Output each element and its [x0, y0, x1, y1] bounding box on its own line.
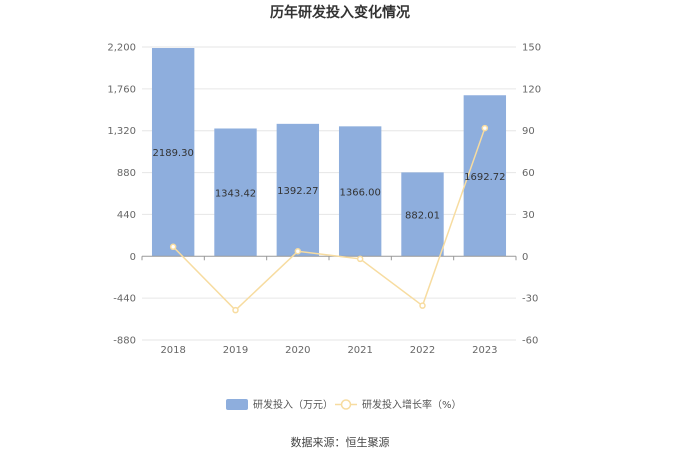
legend-swatch-marker — [340, 399, 352, 410]
left-tick-label: 440 — [117, 210, 136, 221]
data-source: 数据来源：恒生聚源 — [291, 435, 390, 449]
x-tick-label: 2022 — [410, 345, 435, 356]
bar — [401, 172, 444, 257]
bar — [463, 95, 507, 257]
growth-line — [172, 127, 486, 312]
x-tick-label: 2019 — [223, 345, 248, 356]
bar — [338, 126, 382, 257]
bar — [151, 48, 195, 257]
x-tick-label: 2020 — [285, 345, 310, 356]
right-axis: -60 -30 0 30 60 90 120 150 — [522, 43, 541, 347]
x-tick-label: 2018 — [160, 345, 185, 356]
bar-value-label: 1392.27 — [277, 186, 318, 197]
bar — [214, 128, 257, 257]
x-tick-label: 2021 — [347, 345, 372, 356]
bar-value-label: 1343.42 — [215, 188, 256, 199]
right-tick-label: 150 — [522, 43, 541, 54]
growth-point — [294, 248, 302, 255]
left-tick-label: 2,200 — [107, 43, 136, 54]
growth-point — [356, 255, 364, 263]
growth-point — [232, 306, 239, 314]
growth-point — [481, 124, 489, 132]
chart-title: 历年研发投入变化情况 — [270, 4, 410, 21]
left-tick-label: 0 — [130, 252, 136, 263]
x-tick-label: 2023 — [472, 345, 497, 356]
bar — [276, 123, 320, 257]
bar-value-label: 1366.00 — [339, 187, 380, 198]
grid-lines — [142, 46, 516, 341]
bar-series — [151, 48, 507, 257]
legend-label-line[interactable]: 研发投入增长率（%） — [362, 398, 462, 411]
left-tick-label: 1,760 — [107, 84, 136, 95]
right-tick-label: -30 — [522, 294, 538, 305]
growth-point — [169, 243, 177, 251]
bar-value-label: 882.01 — [405, 210, 440, 221]
bar-labels: 2189.30 1343.42 1392.27 1366.00 882.01 1692.7… — [152, 148, 505, 221]
bar-value-label: 1692.72 — [464, 172, 505, 183]
right-tick-label: 30 — [522, 210, 535, 221]
legend-label-bar[interactable]: 研发投入（万元） — [253, 398, 333, 411]
right-tick-label: 90 — [522, 126, 535, 137]
left-tick-label: 880 — [117, 168, 136, 179]
growth-point — [419, 302, 426, 309]
x-axis: 2018 2019 2020 2021 2022 2023 — [141, 255, 517, 356]
legend[interactable]: 研发投入（万元） 研发投入增长率（%） — [226, 398, 462, 411]
right-tick-label: 0 — [522, 252, 528, 263]
right-tick-label: -60 — [522, 336, 538, 347]
left-tick-label: 1,320 — [107, 126, 136, 137]
bar-value-label: 2189.30 — [152, 148, 193, 159]
left-tick-label: -440 — [113, 294, 136, 305]
legend-swatch-bar — [226, 399, 248, 410]
line-series — [169, 124, 489, 314]
left-tick-label: -880 — [113, 336, 136, 347]
left-axis: -880 -440 0 440 880 1,320 1,760 2,200 — [107, 43, 136, 347]
right-tick-label: 120 — [522, 84, 541, 95]
right-tick-label: 60 — [522, 168, 535, 179]
